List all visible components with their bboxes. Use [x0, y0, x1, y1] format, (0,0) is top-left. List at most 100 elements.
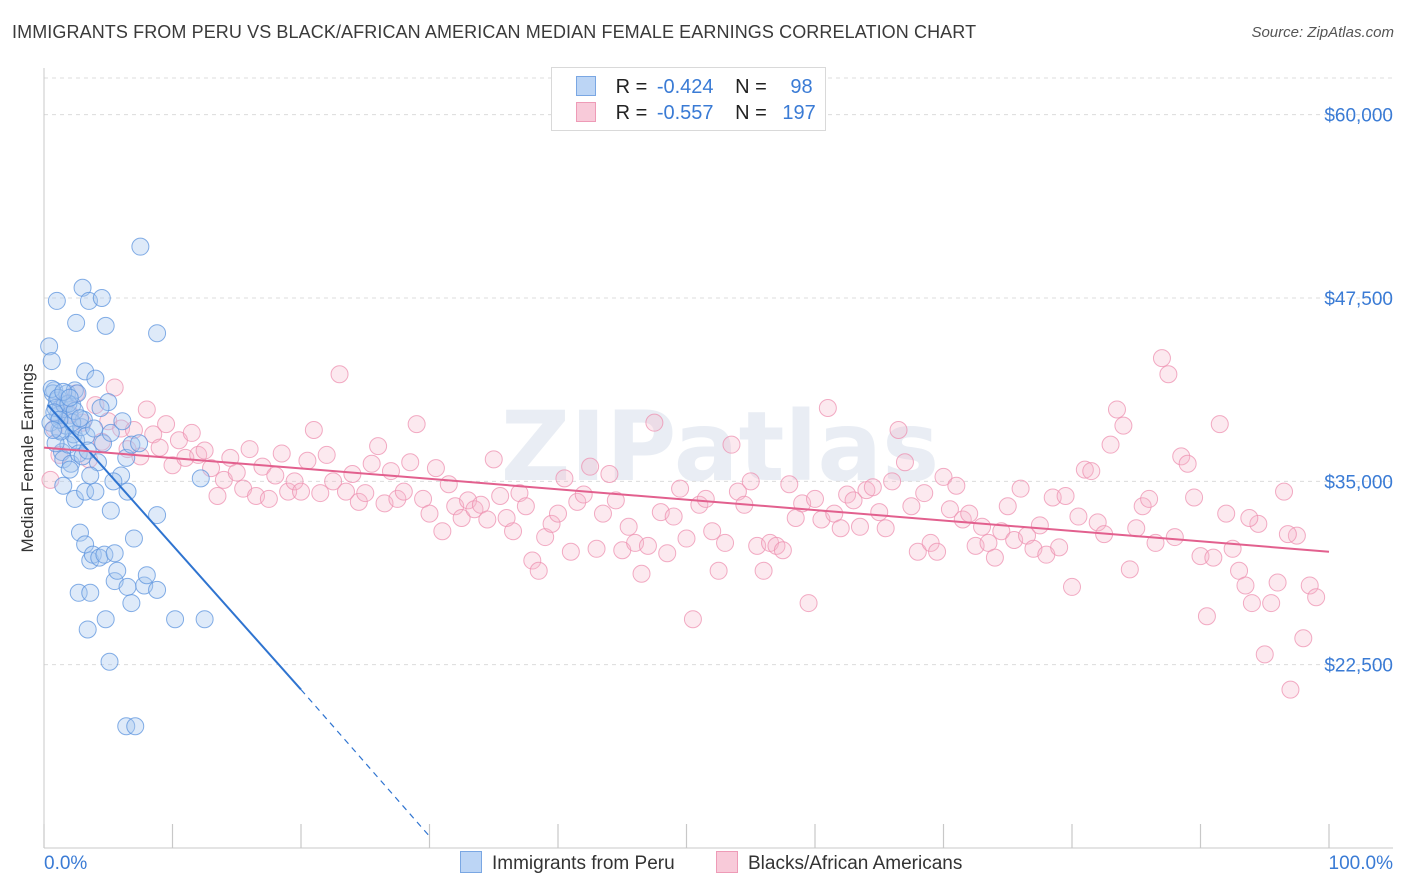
y-axis-label: Median Female Earnings: [18, 364, 37, 553]
point-black: [549, 504, 567, 523]
point-black: [150, 438, 169, 457]
x-tick-label-end: 100.0%: [1329, 853, 1394, 874]
point-black: [658, 544, 677, 563]
point-peru: [91, 399, 110, 417]
point-black: [157, 415, 176, 434]
point-black: [902, 497, 921, 516]
legend-row-peru: R = -0.424 N = 98: [576, 76, 813, 102]
point-black: [645, 413, 664, 432]
point-black: [317, 445, 336, 464]
point-peru: [60, 460, 79, 479]
point-black: [478, 510, 497, 529]
series-legend-peru[interactable]: Immigrants from Peru: [460, 851, 675, 875]
point-peru: [81, 466, 100, 485]
legend-r-label: R =: [615, 102, 648, 124]
point-peru: [195, 610, 214, 629]
legend-swatch-pink: [576, 102, 596, 122]
point-black: [1178, 454, 1197, 473]
point-black: [1249, 514, 1268, 533]
legend-r-label: R =: [615, 76, 648, 98]
point-black: [1255, 645, 1274, 664]
point-black: [112, 419, 131, 438]
y-tick-label: $22,500: [1324, 656, 1393, 677]
trend-line-peru-extrapolated: [300, 689, 430, 837]
point-black: [973, 517, 992, 536]
point-black: [947, 476, 966, 495]
point-black: [285, 472, 304, 491]
point-black: [195, 441, 214, 460]
point-black: [324, 472, 343, 491]
point-black: [561, 542, 580, 561]
legend-swatch-blue: [576, 76, 596, 96]
point-black: [292, 482, 310, 501]
point-black: [1185, 488, 1204, 507]
point-black: [1056, 487, 1075, 505]
blue-series-points: [40, 237, 214, 736]
series-swatch-pink: [716, 851, 738, 873]
point-black: [1268, 573, 1287, 592]
point-black: [1140, 489, 1159, 508]
point-black: [1050, 538, 1069, 557]
point-black: [664, 507, 683, 526]
point-black: [876, 519, 895, 538]
point-peru: [54, 476, 73, 495]
point-black: [1172, 447, 1191, 466]
point-peru: [137, 566, 156, 585]
point-black: [1120, 560, 1139, 579]
point-black: [985, 548, 1004, 567]
correlation-legend: R = -0.424 N = 98 R = -0.557 N = 197: [551, 67, 826, 131]
point-black: [960, 504, 979, 523]
point-peru: [59, 394, 78, 413]
trend-line-black: [43, 446, 1330, 553]
point-black: [934, 467, 953, 486]
point-black: [940, 500, 959, 519]
point-black: [683, 610, 702, 629]
point-peru: [65, 489, 84, 508]
point-black: [818, 399, 837, 417]
point-peru: [122, 435, 141, 454]
point-peru: [78, 620, 97, 639]
point-black: [831, 519, 850, 538]
point-black: [741, 472, 760, 491]
point-black: [600, 465, 619, 483]
point-peru: [85, 419, 104, 438]
point-black: [1294, 629, 1313, 648]
legend-r-value: -0.557: [656, 102, 714, 124]
point-peru: [92, 289, 111, 307]
point-black: [484, 450, 503, 469]
point-peru: [126, 717, 145, 736]
point-black: [722, 435, 741, 454]
point-black: [908, 542, 927, 561]
point-black: [568, 492, 587, 511]
y-tick-label: $35,000: [1324, 472, 1393, 493]
point-black: [1262, 594, 1281, 613]
point-black: [998, 497, 1017, 516]
point-black: [504, 522, 523, 541]
point-black: [555, 469, 574, 488]
point-black: [311, 484, 330, 503]
point-black: [420, 504, 439, 523]
point-black: [272, 444, 291, 463]
point-peru: [124, 529, 143, 548]
point-black: [850, 517, 869, 536]
point-black: [426, 459, 445, 478]
series-legend-black[interactable]: Blacks/African Americans: [716, 851, 962, 875]
point-black: [992, 522, 1011, 541]
point-black: [529, 561, 548, 580]
point-black: [1242, 594, 1261, 613]
point-black: [227, 463, 246, 482]
point-black: [574, 485, 593, 504]
point-peru: [191, 469, 210, 488]
point-black: [497, 509, 516, 527]
point-black: [703, 522, 722, 541]
point-peru: [60, 388, 79, 407]
point-black: [928, 542, 947, 561]
series-label-black: Blacks/African Americans: [748, 853, 963, 874]
point-peru: [73, 278, 92, 297]
legend-n-value: 197: [782, 102, 816, 124]
legend-n-value: 98: [790, 76, 813, 98]
point-black: [407, 415, 426, 434]
point-peru: [166, 610, 185, 629]
point-black: [510, 484, 529, 503]
point-black: [1236, 576, 1255, 595]
